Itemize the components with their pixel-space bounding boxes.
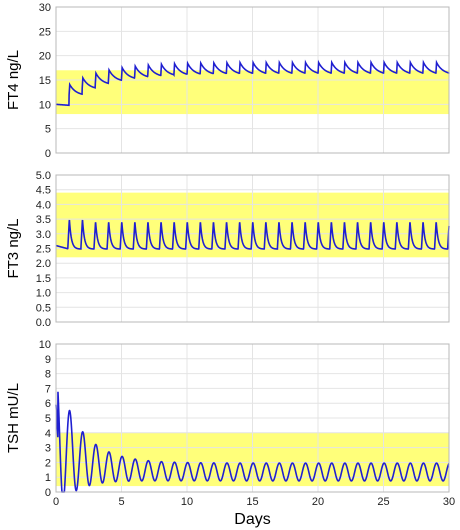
y-tick-label: 1.5: [36, 273, 51, 285]
x-tick-label: 25: [377, 496, 389, 508]
x-tick-label: 10: [181, 496, 193, 508]
y-tick-label: 1.0: [36, 288, 51, 300]
x-tick-label: 5: [118, 496, 124, 508]
y-tick-label: 20: [39, 51, 51, 63]
y-tick-label: 15: [39, 75, 51, 87]
y-tick-label: 8: [45, 369, 51, 381]
y-tick-label: 0: [45, 148, 51, 160]
y-tick-label: 0: [45, 487, 51, 499]
x-axis-label: Days: [234, 511, 270, 528]
y-tick-label: 4.0: [36, 199, 51, 211]
y-tick-label: 5: [45, 124, 51, 136]
y-tick-label: 2.0: [36, 258, 51, 270]
y-tick-label: 9: [45, 354, 51, 366]
chart-panel-2: 0.0 0.5 1.0 1.5 2.0 2.5 3.0 3.5 4.0 4.5 5.0 FT3 ng/…: [5, 170, 450, 329]
series-line: [55, 219, 450, 250]
plot-frame: [55, 6, 450, 154]
x-tick-label: 0: [53, 496, 59, 508]
chart-panel-1: 0 5 10 15 20 25 30 FT4 ng/L: [5, 2, 450, 160]
series-line: [55, 59, 450, 107]
y-axis-label: TSH mU/L: [5, 383, 22, 453]
plot-frame: [55, 343, 450, 493]
y-tick-label: 0.5: [36, 302, 51, 314]
y-tick-label: 4.5: [36, 185, 51, 197]
y-axis-label: FT4 ng/L: [5, 50, 22, 110]
y-tick-label: 30: [39, 2, 51, 14]
y-tick-label: 5.0: [36, 170, 51, 182]
y-tick-label: 7: [45, 383, 51, 395]
y-tick-label: 3: [45, 443, 51, 455]
y-tick-label: 2.5: [36, 244, 51, 256]
x-tick-label: 15: [246, 496, 258, 508]
x-tick-label: 30: [443, 496, 455, 508]
plot-frame: [55, 174, 450, 323]
y-tick-label: 10: [39, 339, 51, 351]
y-tick-label: 4: [45, 428, 51, 440]
series-line: [55, 391, 450, 493]
y-tick-label: 3.0: [36, 229, 51, 241]
x-tick-label: 20: [312, 496, 324, 508]
y-tick-label: 25: [39, 26, 51, 38]
y-tick-label: 10: [39, 99, 51, 111]
y-tick-label: 2: [45, 457, 51, 469]
y-axis-label: FT3 ng/L: [5, 218, 22, 278]
y-tick-label: 0.0: [36, 317, 51, 329]
y-tick-label: 6: [45, 398, 51, 410]
y-tick-label: 3.5: [36, 214, 51, 226]
y-tick-label: 1: [45, 472, 51, 484]
y-tick-label: 5: [45, 413, 51, 425]
